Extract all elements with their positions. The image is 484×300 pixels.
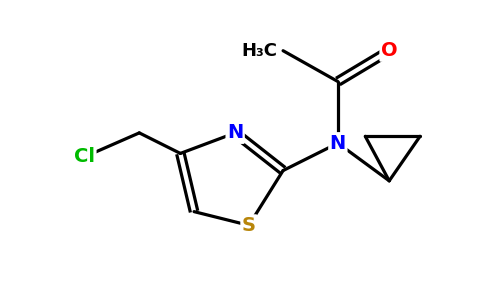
Text: O: O bbox=[381, 41, 397, 60]
Text: N: N bbox=[330, 134, 346, 153]
Text: Cl: Cl bbox=[74, 147, 95, 166]
Text: S: S bbox=[242, 216, 256, 235]
Text: H₃C: H₃C bbox=[242, 42, 278, 60]
Text: N: N bbox=[227, 123, 243, 142]
